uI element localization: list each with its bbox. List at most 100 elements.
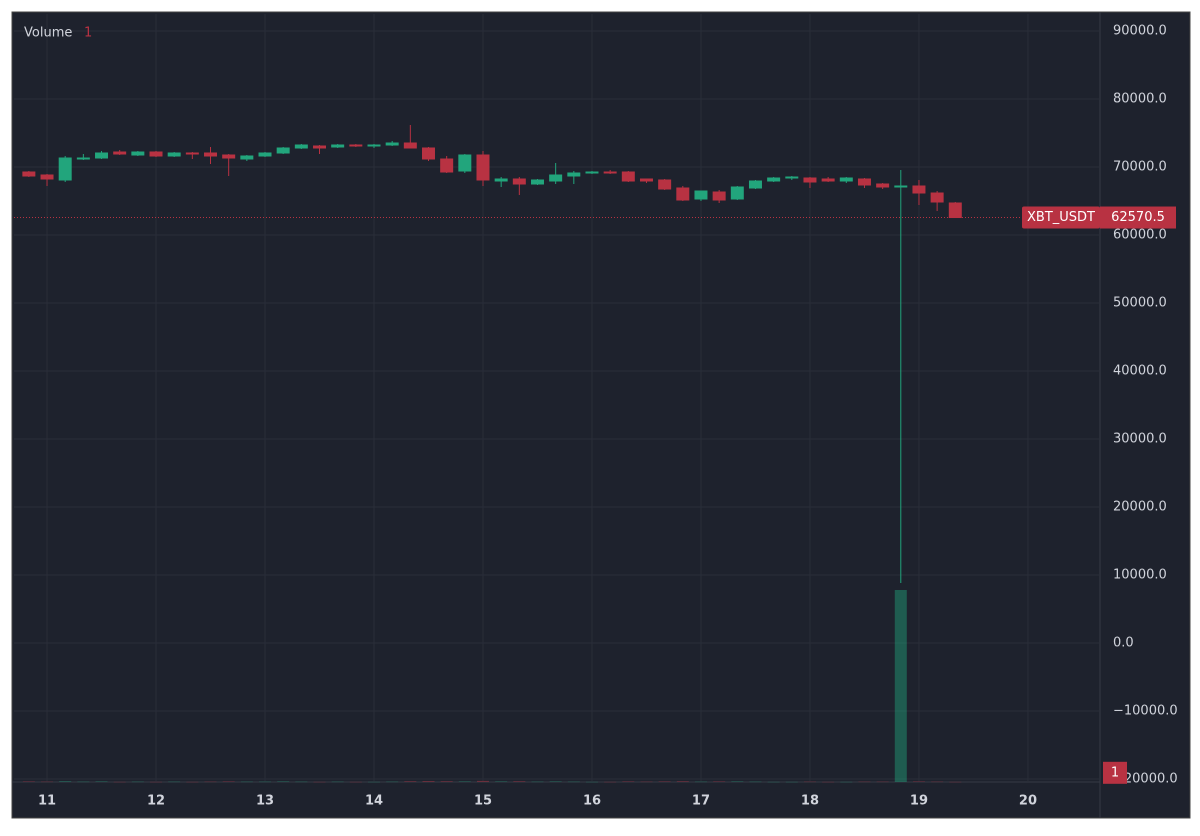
volume-bar xyxy=(331,781,344,783)
volume-bar xyxy=(186,781,199,783)
volume-bar xyxy=(476,780,489,782)
x-tick-label: 19 xyxy=(910,794,928,809)
volume-bar xyxy=(349,781,362,783)
last-price-label: 62570.5 xyxy=(1111,210,1165,225)
candle-body xyxy=(530,179,544,185)
volume-bar xyxy=(495,781,508,782)
candle-body xyxy=(76,157,90,160)
volume-bar xyxy=(749,781,762,783)
candle-body xyxy=(712,191,726,201)
candle-body xyxy=(476,154,490,181)
candle-body xyxy=(149,151,163,157)
volume-bar xyxy=(513,781,526,782)
volume-bar xyxy=(313,781,326,783)
candle-body xyxy=(603,171,617,174)
candle-body xyxy=(349,144,363,147)
volume-bar xyxy=(295,781,308,783)
x-tick-label: 12 xyxy=(147,794,165,809)
volume-bar xyxy=(931,781,944,783)
volume-legend-value: 1 xyxy=(84,26,92,41)
candle-body xyxy=(748,180,762,189)
volume-badge xyxy=(1103,761,1127,784)
candle-body xyxy=(403,142,417,149)
volume-bar xyxy=(912,781,925,782)
candle-body xyxy=(803,177,817,183)
candle-body xyxy=(40,174,54,180)
volume-bar xyxy=(131,781,144,783)
candle-body xyxy=(458,154,472,172)
chart-background xyxy=(11,11,1191,819)
y-tick-label: 90000.0 xyxy=(1113,24,1167,39)
volume-bar xyxy=(22,781,35,782)
y-tick-label: 0.0 xyxy=(1113,636,1134,651)
y-tick-label: 80000.0 xyxy=(1113,92,1167,107)
volume-bar xyxy=(531,781,544,783)
x-tick-label: 13 xyxy=(256,794,274,809)
volume-bar xyxy=(822,781,835,783)
candle-body xyxy=(167,152,181,157)
volume-bar xyxy=(713,781,726,782)
volume-bar xyxy=(767,781,780,783)
volume-bar xyxy=(386,781,399,783)
x-tick-label: 15 xyxy=(474,794,492,809)
volume-bar xyxy=(567,781,580,783)
volume-bar xyxy=(150,781,163,783)
volume-bar xyxy=(422,781,435,782)
candle-body xyxy=(639,178,653,182)
candle-body xyxy=(204,152,218,157)
volume-bar xyxy=(404,781,417,782)
x-tick-label: 17 xyxy=(692,794,710,809)
y-tick-label: 30000.0 xyxy=(1113,432,1167,447)
candle-body xyxy=(785,176,799,179)
x-tick-label: 14 xyxy=(365,794,383,809)
y-tick-label: 20000.0 xyxy=(1113,500,1167,515)
candle-body xyxy=(313,145,327,149)
candle-body xyxy=(440,158,454,173)
volume-bar xyxy=(949,781,962,783)
candle-body xyxy=(767,177,781,182)
volume-bar xyxy=(585,781,598,783)
volume-bar xyxy=(876,781,889,783)
candle-body xyxy=(331,144,345,148)
candle-body xyxy=(839,177,853,182)
candle-body xyxy=(385,142,399,146)
volume-bar xyxy=(894,590,907,782)
symbol-badge xyxy=(1022,206,1100,229)
volume-bar xyxy=(604,781,617,783)
volume-bar xyxy=(694,781,707,783)
volume-bar xyxy=(622,781,635,782)
candle-body xyxy=(621,171,635,182)
volume-bar xyxy=(113,781,126,783)
candle-body xyxy=(294,144,308,149)
volume-bar xyxy=(458,781,471,782)
y-tick-label: 10000.0 xyxy=(1113,568,1167,583)
volume-bar xyxy=(168,781,181,783)
y-tick-label: 50000.0 xyxy=(1113,296,1167,311)
candle-body xyxy=(694,190,708,200)
y-tick-label: −20000.0 xyxy=(1113,772,1178,787)
last-price-badge xyxy=(1100,206,1176,229)
candle-body xyxy=(821,178,835,182)
candle-body xyxy=(658,179,672,190)
volume-bar xyxy=(368,781,380,783)
volume-bar xyxy=(59,781,72,782)
candle-body xyxy=(185,152,199,155)
candle-body xyxy=(276,147,290,154)
volume-bar xyxy=(549,781,562,782)
candle-body xyxy=(222,154,236,159)
candle-body xyxy=(95,152,109,159)
volume-bar xyxy=(240,781,253,783)
candle-body xyxy=(567,172,581,177)
candle-body xyxy=(930,192,944,203)
candle-body xyxy=(857,178,871,186)
volume-bar xyxy=(731,781,744,782)
x-tick-label: 20 xyxy=(1019,794,1037,809)
candle-body xyxy=(912,185,926,194)
volume-bar xyxy=(41,781,54,783)
candle-body xyxy=(240,155,254,160)
volume-bar xyxy=(640,781,653,783)
candle-body xyxy=(494,178,508,182)
symbol-label: XBT_USDT xyxy=(1027,210,1095,225)
volume-bar xyxy=(77,781,90,783)
